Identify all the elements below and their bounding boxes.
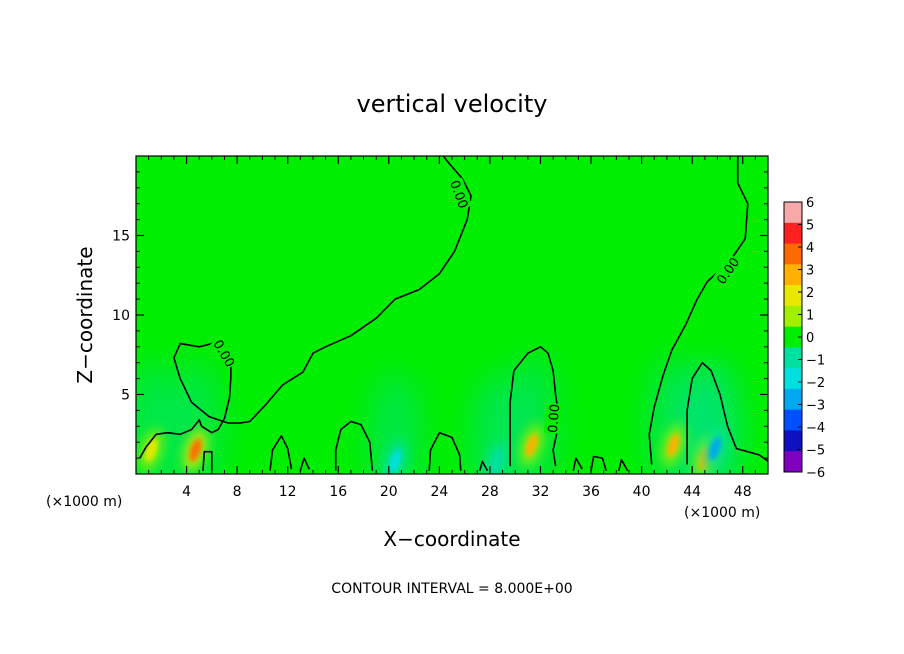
colorbar-swatch — [784, 451, 802, 473]
colorbar-tick-label: −1 — [806, 354, 825, 369]
x-axis-label: X−coordinate — [383, 527, 520, 551]
field-anomaly-core — [389, 449, 402, 473]
field-halo — [136, 360, 178, 474]
x-tick-label: 4 — [182, 484, 191, 500]
colorbar-tick-label: −3 — [806, 399, 825, 414]
contour-line — [269, 434, 293, 471]
x-tick-label: 48 — [734, 484, 752, 500]
y-axis-label: Z−coordinate — [73, 246, 97, 383]
field-anomaly-core — [708, 437, 721, 461]
contour-label: 0.00 — [546, 403, 563, 433]
field-halo — [470, 372, 523, 474]
x-tick-label: 12 — [279, 484, 297, 500]
contour-line — [202, 450, 213, 471]
velocity-field — [136, 355, 741, 474]
y-tick-label: 5 — [121, 388, 130, 404]
colorbar-swatch — [784, 430, 802, 452]
colorbar-tick-label: 2 — [806, 286, 814, 301]
colorbar-tick-label: −2 — [806, 376, 825, 391]
colorbar-swatch — [784, 368, 802, 390]
colorbar-tick-label: −5 — [806, 444, 825, 459]
colorbar-swatch — [784, 202, 802, 224]
chart-title: vertical velocity — [357, 90, 548, 118]
field-anomaly-core — [145, 438, 158, 462]
colorbar: 6 5 4 3 2 1 0 −1 −2 −3 −4 −5 −6 — [783, 196, 825, 481]
contour-line — [173, 339, 240, 424]
colorbar-swatch — [784, 285, 802, 307]
x-tick-label: 24 — [430, 484, 448, 500]
field-halo — [369, 371, 422, 474]
contour-line — [479, 460, 489, 472]
colorbar-swatch — [784, 264, 802, 286]
x-tick-label: 16 — [329, 484, 347, 500]
contour-label-bg — [446, 177, 473, 211]
colorbar-tick-label: 5 — [806, 219, 814, 234]
contour-line — [428, 431, 462, 471]
colorbar-tick-label: 3 — [806, 264, 814, 279]
zero-contours: 0.000.000.000.00 — [139, 156, 768, 472]
x-axis-ticks: 4 8 12 16 20 24 28 32 36 40 44 48 — [148, 156, 756, 500]
field-halo — [169, 360, 222, 474]
field-anomaly-core — [189, 438, 202, 462]
contour-line — [299, 457, 310, 472]
contour-line — [686, 361, 768, 465]
contour-label-bg — [543, 402, 563, 434]
colorbar-tick-label: −4 — [806, 421, 825, 436]
x-tick-label: 20 — [380, 484, 398, 500]
y-tick-label: 15 — [112, 229, 130, 245]
field-anomaly-core — [490, 451, 503, 474]
x-tick-label: 32 — [532, 484, 550, 500]
contour-line — [590, 455, 607, 472]
colorbar-swatch — [784, 388, 802, 411]
colorbar-swatch — [784, 347, 802, 369]
x-unit-label: (×1000 m) — [684, 505, 760, 521]
contour-line — [572, 457, 583, 471]
colorbar-tick-label: 6 — [806, 196, 814, 211]
y-unit-label: (×1000 m) — [46, 494, 122, 510]
field-anomaly-core — [525, 433, 538, 457]
contour-label-bg — [712, 253, 743, 288]
colorbar-swatch — [784, 305, 802, 328]
colorbar-tick-label: −6 — [806, 466, 825, 481]
y-axis-ticks: 5 10 15 — [112, 171, 768, 459]
colorbar-swatch — [784, 222, 802, 245]
colorbar-swatch — [784, 409, 802, 431]
colorbar-tick-label: 4 — [806, 241, 814, 256]
contour-line — [334, 420, 374, 471]
contour-line — [239, 156, 472, 424]
x-tick-label: 36 — [582, 484, 600, 500]
contour-line — [139, 339, 232, 459]
x-tick-label: 8 — [233, 484, 242, 500]
colorbar-tick-label: 1 — [806, 309, 814, 324]
x-tick-label: 40 — [633, 484, 651, 500]
colorbar-swatch — [784, 326, 802, 348]
colorbar-swatch — [784, 243, 802, 265]
plot-area: 0.000.000.000.00 4 8 12 16 20 24 28 32 36 40 44 48 … — [112, 155, 769, 500]
colorbar-tick-label: 0 — [806, 331, 814, 346]
x-tick-label: 28 — [481, 484, 499, 500]
field-anomaly-core — [667, 433, 680, 457]
contour-interval-note: CONTOUR INTERVAL = 8.000E+00 — [331, 581, 572, 597]
x-tick-label: 44 — [683, 484, 701, 500]
contour-line — [618, 458, 629, 472]
contour-label-bg — [210, 336, 239, 371]
y-tick-label: 10 — [112, 308, 130, 324]
contour-line — [648, 156, 749, 465]
